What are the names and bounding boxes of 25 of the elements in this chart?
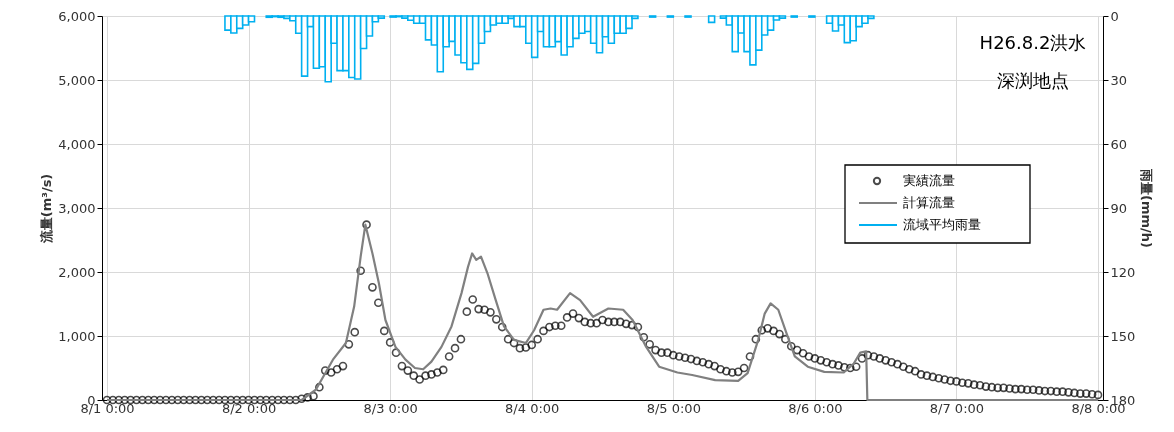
x-tick-label: 8/4 0:00 <box>505 400 560 416</box>
x-tick-label: 8/5 0:00 <box>646 400 701 416</box>
annotation: 深渕地点 <box>997 70 1069 91</box>
y-tick-label: 2,000 <box>58 264 96 280</box>
x-tick-label: 8/3 0:00 <box>363 400 418 416</box>
y2-tick-label: 150 <box>1110 328 1136 344</box>
y2-axis-title: 雨量(mm/h) <box>1139 168 1155 248</box>
y-tick-label: 6,000 <box>58 8 96 24</box>
y-tick-label: 3,000 <box>58 200 96 216</box>
annotation: H26.8.2洪水 <box>979 32 1087 53</box>
y2-tick-label: 0 <box>1110 8 1119 24</box>
y2-tick-label: 120 <box>1110 264 1136 280</box>
y2-tick-label: 30 <box>1110 72 1128 88</box>
legend-label: 実績流量 <box>903 173 955 188</box>
x-tick-label: 8/7 0:00 <box>929 400 985 416</box>
y-tick-label: 5,000 <box>58 72 96 88</box>
legend-label: 流域平均雨量 <box>903 217 981 232</box>
y2-tick-label: 60 <box>1110 136 1128 152</box>
legend-label: 計算流量 <box>903 195 955 210</box>
x-tick-label: 8/2 0:00 <box>221 400 277 416</box>
y-tick-label: 1,000 <box>58 328 96 344</box>
y2-tick-label: 90 <box>1110 200 1128 216</box>
x-tick-label: 8/6 0:00 <box>788 400 843 416</box>
y-axis-title: 流量(m³/s) <box>39 173 55 245</box>
y-tick-label: 4,000 <box>58 136 96 152</box>
